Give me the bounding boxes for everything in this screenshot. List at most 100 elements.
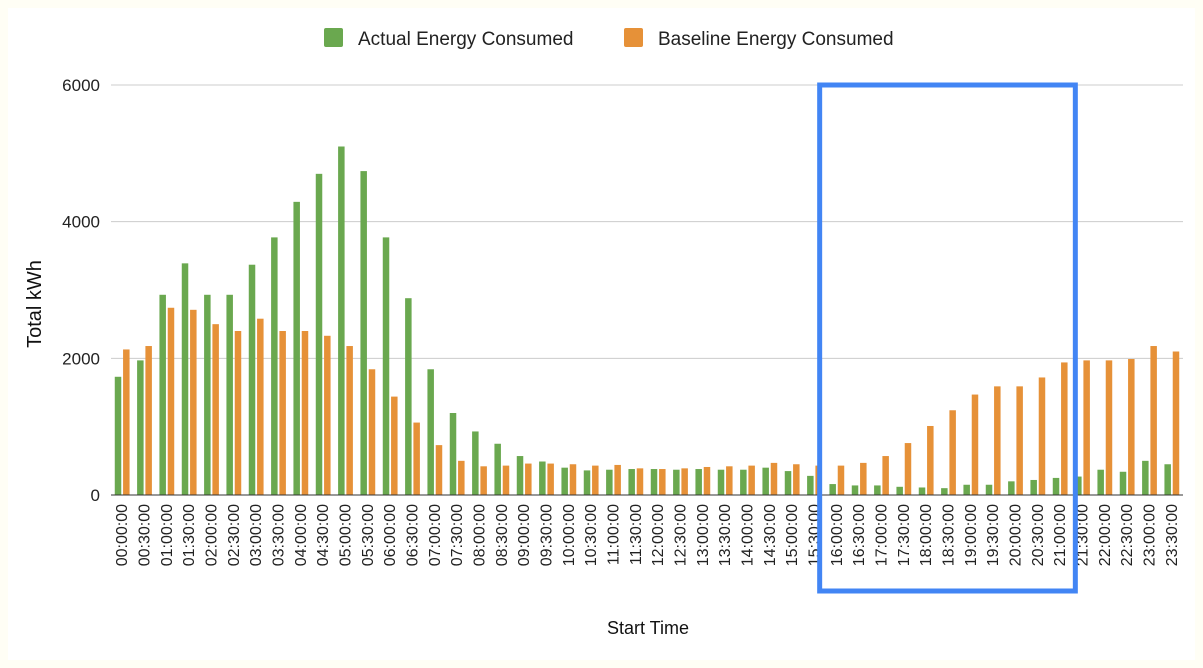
bar-actual bbox=[784, 471, 792, 495]
legend-label: Baseline Energy Consumed bbox=[658, 29, 894, 50]
highlight-box bbox=[817, 82, 1078, 594]
x-tick-label: 23:00:00 bbox=[1142, 504, 1159, 566]
bar-baseline bbox=[368, 369, 376, 495]
bar-baseline bbox=[949, 410, 956, 495]
x-tick-label: 23:30:00 bbox=[1164, 504, 1181, 566]
x-tick-label: 05:00:00 bbox=[338, 504, 355, 566]
x-tick-label: 06:30:00 bbox=[405, 504, 422, 566]
bar-actual bbox=[606, 469, 613, 495]
bar-baseline bbox=[279, 331, 286, 495]
bar-baseline bbox=[123, 349, 130, 495]
bar-baseline bbox=[927, 425, 934, 495]
bar-baseline bbox=[837, 465, 845, 495]
x-tick-label: 03:30:00 bbox=[271, 504, 288, 566]
x-tick-label: 10:00:00 bbox=[561, 504, 578, 566]
x-tick-label: 02:00:00 bbox=[204, 504, 221, 566]
bar-baseline bbox=[904, 443, 912, 495]
bar-actual bbox=[1052, 477, 1060, 495]
x-tick-label: 19:30:00 bbox=[985, 504, 1002, 566]
bar-baseline bbox=[770, 462, 778, 495]
bar-actual bbox=[963, 484, 970, 495]
bar-baseline bbox=[1038, 377, 1046, 495]
bar-baseline bbox=[1150, 346, 1157, 495]
bar-actual bbox=[1119, 471, 1127, 495]
x-tick-label: 14:00:00 bbox=[740, 504, 757, 566]
bar-actual bbox=[918, 487, 926, 495]
x-tick-label: 22:00:00 bbox=[1097, 504, 1114, 566]
bar-actual bbox=[628, 469, 635, 495]
x-tick-label: 11:00:00 bbox=[606, 504, 623, 565]
bar-actual bbox=[427, 369, 434, 495]
bar-actual bbox=[851, 485, 859, 495]
bar-actual bbox=[114, 376, 122, 495]
x-tick-label: 17:30:00 bbox=[896, 504, 913, 566]
x-tick-label: 16:30:00 bbox=[851, 504, 868, 566]
bar-actual bbox=[807, 475, 814, 495]
x-tick-label: 07:30:00 bbox=[449, 504, 466, 566]
x-tick-label: 13:00:00 bbox=[695, 504, 712, 566]
x-tick-label: 12:30:00 bbox=[673, 504, 690, 566]
bar-baseline bbox=[435, 445, 443, 495]
bar-actual bbox=[941, 488, 948, 495]
bar-baseline bbox=[1105, 360, 1113, 495]
bar-baseline bbox=[659, 469, 666, 495]
x-tick-label: 22:30:00 bbox=[1119, 504, 1136, 566]
x-tick-label: 09:30:00 bbox=[539, 504, 556, 566]
bar-baseline bbox=[301, 331, 309, 495]
x-tick-label: 03:00:00 bbox=[248, 504, 265, 566]
bar-baseline bbox=[636, 468, 644, 495]
legend-swatch bbox=[324, 28, 343, 47]
bar-actual bbox=[137, 360, 144, 495]
x-tick-label: 18:30:00 bbox=[941, 504, 958, 566]
x-tick-label: 14:30:00 bbox=[762, 504, 779, 566]
bar-baseline bbox=[1083, 360, 1090, 495]
x-tick-label: 16:00:00 bbox=[829, 504, 846, 566]
bar-actual bbox=[650, 469, 658, 495]
bar-actual bbox=[673, 469, 680, 495]
x-tick-label: 04:00:00 bbox=[293, 504, 310, 566]
bar-actual bbox=[382, 237, 390, 495]
x-tick-label: 11:30:00 bbox=[628, 504, 645, 565]
bar-baseline bbox=[994, 386, 1001, 495]
bar-actual bbox=[1008, 481, 1015, 495]
bar-actual bbox=[1030, 479, 1037, 495]
bar-actual bbox=[248, 264, 256, 495]
x-tick-label: 02:30:00 bbox=[226, 504, 243, 566]
bar-baseline bbox=[860, 462, 867, 495]
bar-baseline bbox=[971, 394, 979, 495]
x-tick-label: 18:00:00 bbox=[918, 504, 935, 566]
bar-baseline bbox=[480, 466, 487, 495]
bar-actual bbox=[449, 413, 457, 495]
x-tick-label: 20:00:00 bbox=[1008, 504, 1025, 566]
x-tick-label: 00:30:00 bbox=[137, 504, 154, 566]
bar-baseline bbox=[1016, 386, 1023, 495]
bar-actual bbox=[717, 469, 725, 495]
bar-actual bbox=[159, 294, 166, 495]
chart-frame: 0 2000 4000 6000 00:00:00 00:30:00 01:00:00 01… bbox=[8, 8, 1195, 660]
bar-baseline bbox=[391, 396, 398, 495]
bar-actual bbox=[1142, 460, 1149, 495]
bar-baseline bbox=[592, 465, 599, 495]
bars bbox=[114, 146, 1180, 496]
bar-actual bbox=[338, 146, 345, 495]
bar-baseline bbox=[1172, 351, 1180, 495]
x-tick-label: 01:00:00 bbox=[159, 504, 176, 566]
bar-actual bbox=[315, 173, 323, 496]
x-tick-label: 12:00:00 bbox=[650, 504, 667, 566]
bar-baseline bbox=[525, 463, 532, 495]
bar-actual bbox=[896, 486, 903, 495]
x-axis-title: Start Time bbox=[607, 618, 689, 638]
bar-actual bbox=[494, 443, 501, 495]
x-tick-label: 20:30:00 bbox=[1030, 504, 1047, 566]
bar-baseline bbox=[458, 460, 465, 495]
x-tick-label: 19:00:00 bbox=[963, 504, 980, 566]
y-tick-label: 4000 bbox=[62, 213, 100, 232]
bar-baseline bbox=[413, 422, 420, 495]
bar-baseline bbox=[703, 466, 711, 495]
bar-baseline bbox=[793, 464, 800, 495]
bar-baseline bbox=[167, 307, 175, 495]
bar-actual bbox=[874, 485, 881, 495]
bar-actual bbox=[539, 461, 546, 495]
bar-baseline bbox=[681, 468, 688, 495]
bar-actual bbox=[1164, 464, 1171, 495]
